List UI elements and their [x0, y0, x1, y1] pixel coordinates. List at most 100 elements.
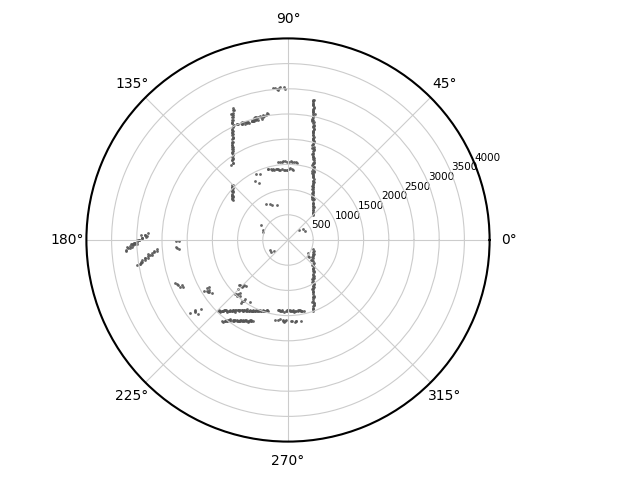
Point [244, 306, 255, 314]
Point [308, 181, 318, 189]
Point [147, 249, 157, 257]
Point [207, 289, 217, 297]
Point [135, 261, 145, 268]
Point [308, 197, 318, 204]
Point [227, 191, 237, 198]
Point [250, 116, 260, 124]
Point [308, 137, 319, 145]
Point [308, 156, 318, 163]
Point [273, 307, 283, 314]
Point [308, 290, 318, 298]
Point [308, 122, 319, 130]
Point [308, 144, 319, 151]
Point [274, 84, 284, 92]
Point [143, 252, 154, 260]
Point [308, 107, 318, 114]
Point [121, 247, 131, 254]
Point [308, 132, 318, 139]
Point [134, 237, 144, 244]
Point [227, 145, 237, 153]
Point [309, 110, 319, 118]
Point [270, 84, 280, 92]
Point [308, 208, 318, 216]
Point [303, 249, 313, 257]
Point [306, 256, 316, 264]
Point [227, 119, 237, 127]
Point [227, 135, 237, 143]
Point [308, 131, 319, 138]
Point [246, 117, 257, 125]
Point [268, 166, 278, 173]
Point [135, 260, 145, 268]
Point [238, 316, 248, 324]
Point [285, 165, 296, 172]
Point [251, 116, 261, 124]
Point [287, 306, 298, 314]
Point [259, 307, 269, 314]
Point [285, 157, 296, 165]
Point [152, 247, 162, 254]
Point [239, 281, 249, 289]
Point [225, 315, 235, 323]
Point [228, 317, 239, 324]
Point [307, 182, 317, 190]
Point [308, 108, 318, 116]
Point [147, 251, 157, 258]
Point [241, 282, 251, 289]
Point [282, 166, 292, 173]
Point [235, 292, 245, 300]
Point [240, 316, 250, 324]
Point [227, 308, 237, 315]
Point [308, 114, 318, 121]
Point [309, 168, 319, 176]
Point [239, 317, 249, 324]
Point [178, 284, 188, 291]
Point [247, 307, 257, 314]
Point [290, 319, 300, 326]
Point [309, 280, 319, 288]
Point [239, 306, 250, 314]
Point [190, 306, 200, 313]
Point [236, 282, 246, 290]
Point [308, 156, 319, 163]
Point [124, 244, 134, 252]
Point [308, 273, 318, 281]
Point [227, 307, 237, 314]
Point [258, 111, 268, 119]
Point [308, 202, 319, 209]
Point [281, 316, 291, 324]
Point [224, 316, 234, 324]
Point [248, 307, 258, 314]
Point [308, 194, 318, 202]
Point [308, 173, 318, 180]
Point [308, 125, 319, 132]
Point [140, 256, 150, 264]
Point [225, 317, 235, 324]
Point [308, 170, 318, 178]
Point [308, 270, 319, 278]
Point [258, 113, 268, 121]
Point [279, 84, 289, 91]
Point [308, 267, 318, 275]
Point [214, 307, 225, 314]
Point [218, 318, 228, 325]
Point [308, 264, 319, 271]
Point [143, 251, 154, 258]
Point [309, 259, 319, 266]
Point [228, 307, 238, 314]
Point [227, 149, 237, 156]
Point [225, 307, 236, 315]
Point [215, 307, 225, 315]
Point [308, 277, 318, 285]
Point [256, 308, 266, 315]
Point [237, 120, 247, 128]
Point [307, 193, 317, 201]
Point [287, 165, 297, 173]
Point [258, 307, 268, 315]
Point [308, 185, 318, 192]
Point [277, 165, 287, 173]
Point [229, 317, 239, 325]
Point [141, 233, 151, 241]
Point [228, 116, 238, 123]
Point [307, 150, 317, 157]
